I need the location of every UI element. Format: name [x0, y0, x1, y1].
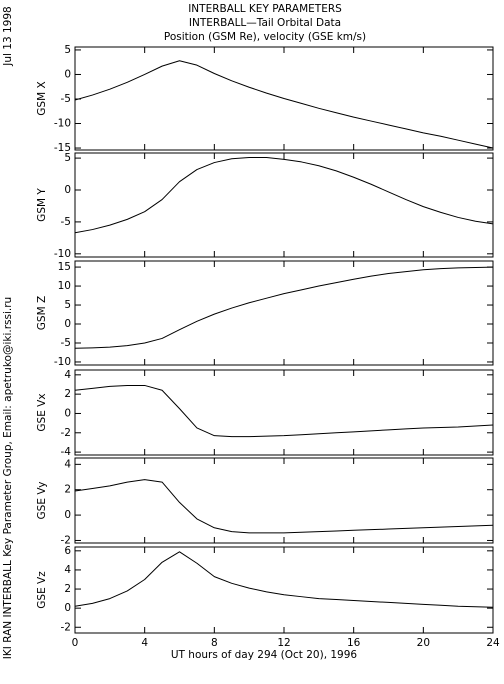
- y-axis-label: GSM Y: [36, 188, 48, 222]
- y-tick-label: -10: [54, 248, 71, 260]
- y-tick-label: -10: [54, 118, 71, 130]
- y-tick-label: 4: [64, 458, 71, 470]
- y-tick-label: 2: [64, 388, 71, 400]
- y-tick-label: -2: [61, 621, 71, 633]
- y-axis-label: GSE Vy: [36, 482, 48, 520]
- credit-label: IKI RAN INTERBALL Key Parameter Group, E…: [2, 297, 14, 659]
- data-line: [74, 551, 494, 608]
- y-tick-label: -5: [61, 216, 71, 228]
- y-tick-label: 4: [64, 564, 71, 576]
- y-axis-label: GSM X: [36, 81, 48, 115]
- y-tick-label: 6: [64, 545, 71, 557]
- y-tick-label: -2: [61, 427, 71, 439]
- title-line: INTERBALL KEY PARAMETERS: [188, 3, 342, 15]
- y-tick-label: 4: [64, 369, 71, 381]
- x-tick-label: 12: [277, 637, 290, 649]
- y-tick-label: -5: [61, 93, 71, 105]
- title-line: Position (GSM Re), velocity (GSE km/s): [164, 31, 366, 43]
- y-tick-label: 2: [64, 484, 71, 496]
- panel-frame: [74, 369, 494, 456]
- y-tick-label: 0: [64, 68, 71, 80]
- panel-frame: [74, 152, 494, 258]
- y-tick-label: 15: [58, 261, 71, 273]
- y-tick-label: 5: [64, 299, 71, 311]
- panel-frame: [74, 457, 494, 544]
- y-tick-label: 2: [64, 583, 71, 595]
- panel-frame: [74, 260, 494, 366]
- y-tick-label: 0: [64, 184, 71, 196]
- x-tick-label: 4: [141, 637, 148, 649]
- data-line: [74, 384, 494, 438]
- x-tick-label: 0: [72, 637, 79, 649]
- y-axis-label: GSE Vz: [36, 571, 48, 609]
- x-tick-label: 16: [347, 637, 361, 649]
- y-tick-label: 10: [58, 280, 71, 292]
- x-axis-label: UT hours of day 294 (Oct 20), 1996: [171, 649, 358, 661]
- title-line: INTERBALL—Tail Orbital Data: [189, 17, 341, 29]
- y-tick-label: 0: [64, 509, 71, 521]
- y-tick-label: 5: [64, 152, 71, 164]
- y-tick-label: 0: [64, 318, 71, 330]
- data-line: [74, 479, 494, 534]
- data-line: [74, 156, 494, 234]
- y-tick-label: -4: [61, 446, 72, 458]
- y-tick-label: -15: [54, 142, 71, 154]
- y-tick-label: -2: [61, 534, 71, 546]
- data-line: [74, 266, 494, 349]
- y-axis-label: GSE Vx: [36, 393, 48, 431]
- y-tick-label: 0: [64, 602, 71, 614]
- y-axis-label: GSM Z: [36, 296, 48, 330]
- x-tick-label: 20: [417, 637, 430, 649]
- data-line: [74, 60, 494, 149]
- y-tick-label: 5: [64, 44, 71, 56]
- panel-frame: [74, 546, 494, 634]
- date-label: Jul 13 1998: [2, 6, 14, 66]
- y-tick-label: -5: [61, 337, 71, 349]
- y-tick-label: -10: [54, 356, 71, 368]
- x-tick-label: 8: [211, 637, 218, 649]
- y-tick-label: 0: [64, 407, 71, 419]
- x-tick-label: 24: [486, 637, 500, 649]
